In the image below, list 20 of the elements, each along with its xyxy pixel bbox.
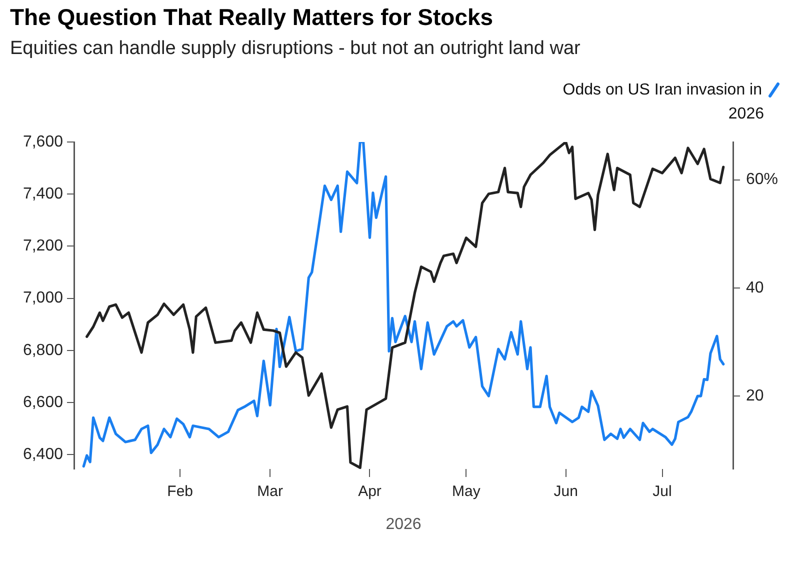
y-tick-label: 7,200	[22, 238, 64, 255]
x-tick-label: Feb	[167, 483, 194, 500]
y2-tick-label: 20	[746, 387, 764, 404]
x-tick-label: May	[452, 483, 481, 500]
y-tick-label: 7,000	[22, 290, 64, 307]
x-tick-label: Jul	[652, 483, 672, 500]
legend-label: Odds on US Iran invasion in 2026	[562, 81, 764, 122]
chart-title: The Question That Really Matters for Stocks	[10, 4, 494, 31]
y2-tick-label: 40	[746, 279, 764, 296]
chart-subtitle: Equities can handle supply disruptions - but not an outright land war	[10, 38, 580, 60]
x-axis-title: 2026	[386, 516, 422, 533]
y-tick-label: 6,400	[22, 446, 64, 464]
y-tick-label: 7,400	[22, 186, 64, 203]
y-tick-label: 7,600	[22, 133, 64, 150]
y2-tick-label: 60%	[746, 171, 778, 188]
y-tick-label: 6,600	[22, 394, 64, 411]
x-tick-label: Apr	[358, 483, 382, 500]
x-tick-label: Jun	[554, 483, 578, 500]
y-tick-label: 6,800	[22, 342, 64, 359]
x-tick-label: Mar	[257, 483, 284, 500]
